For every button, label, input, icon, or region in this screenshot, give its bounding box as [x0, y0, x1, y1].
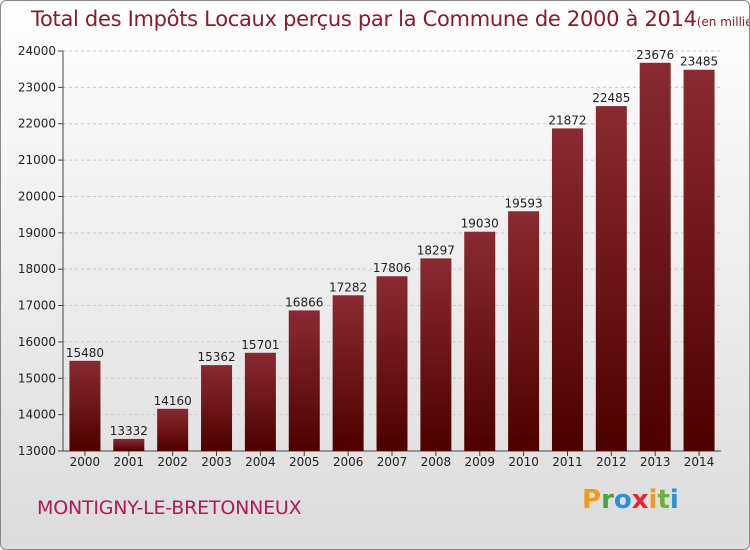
value-label: 19593	[505, 196, 543, 210]
value-label: 16866	[285, 295, 323, 309]
bar-2000	[69, 360, 101, 451]
y-tick-label: 18000	[18, 262, 56, 276]
x-tick-label: 2008	[421, 455, 452, 469]
value-label: 22485	[592, 91, 630, 105]
bar-2005	[288, 310, 320, 451]
y-tick-label: 20000	[18, 189, 56, 203]
x-tick-label: 2013	[640, 455, 671, 469]
value-labels: 15480 13332 14160 15362 15701 16866 17282 17806…	[66, 48, 718, 438]
y-tick-label: 16000	[18, 335, 56, 349]
value-label: 15701	[241, 338, 279, 352]
x-tick-label: 2005	[289, 455, 320, 469]
value-label: 23676	[636, 48, 674, 62]
chart-title-text: Total des Impôts Locaux perçus par la Co…	[31, 7, 697, 31]
x-tick-label: 2006	[333, 455, 364, 469]
value-label: 21872	[548, 113, 586, 127]
y-tick-label: 13000	[18, 444, 56, 458]
chart-unit: (en milliers d'€)	[696, 15, 749, 29]
logo-letter: r	[601, 485, 614, 515]
x-tick-label: 2001	[114, 455, 145, 469]
y-tick-label: 15000	[18, 371, 56, 385]
bar-2014	[683, 69, 715, 452]
y-tick-label: 23000	[18, 80, 56, 94]
logo-letter: t	[657, 485, 670, 515]
x-tick-label: 2012	[596, 455, 627, 469]
bar-2008	[420, 258, 452, 451]
bar-2004	[244, 352, 276, 451]
x-tick-label: 2002	[157, 455, 188, 469]
bars	[69, 62, 715, 452]
value-label: 17282	[329, 280, 367, 294]
x-tick-label: 2010	[508, 455, 539, 469]
bar-2011	[551, 128, 583, 451]
commune-name: MONTIGNY-LE-BRETONNEUX	[37, 497, 302, 519]
x-tick-label: 2003	[201, 455, 232, 469]
logo-letter: x	[631, 485, 649, 515]
x-tick-label: 2011	[552, 455, 583, 469]
value-label: 15362	[197, 350, 235, 364]
y-tick-label: 21000	[18, 153, 56, 167]
chart-title: Total des Impôts Locaux perçus par la Co…	[31, 7, 749, 31]
value-label: 18297	[417, 243, 455, 257]
value-label: 14160	[154, 394, 192, 408]
y-tick-label: 22000	[18, 117, 56, 131]
bar-2010	[508, 211, 540, 451]
proxiti-logo: Proxiti	[582, 485, 679, 515]
x-tick-label: 2014	[684, 455, 715, 469]
x-tick-label: 2007	[377, 455, 408, 469]
value-label: 13332	[110, 424, 148, 438]
value-label: 17806	[373, 261, 411, 275]
logo-letter: i	[648, 485, 658, 515]
logo-letter: P	[582, 485, 602, 515]
y-tick-label: 24000	[18, 44, 56, 58]
logo-letter: i	[669, 485, 679, 515]
bar-2006	[332, 295, 364, 451]
y-tick-label: 14000	[18, 408, 56, 422]
x-tick-label: 2000	[70, 455, 101, 469]
bar-2012	[595, 106, 627, 451]
bar-2007	[376, 276, 408, 451]
bar-2013	[639, 62, 671, 451]
value-label: 23485	[680, 55, 718, 69]
bar-2002	[157, 408, 189, 451]
value-label: 15480	[66, 346, 104, 360]
value-label: 19030	[461, 217, 499, 231]
y-tick-label: 19000	[18, 226, 56, 240]
y-tick-label: 17000	[18, 299, 56, 313]
x-tick-label: 2004	[245, 455, 276, 469]
logo-letter: o	[613, 485, 632, 515]
bar-2003	[201, 365, 233, 451]
axes: 13000 14000 15000 16000 17000 18000 19000 20000…	[18, 44, 721, 469]
bar-2001	[113, 438, 145, 451]
x-tick-label: 2009	[464, 455, 495, 469]
bar-2009	[464, 231, 496, 451]
